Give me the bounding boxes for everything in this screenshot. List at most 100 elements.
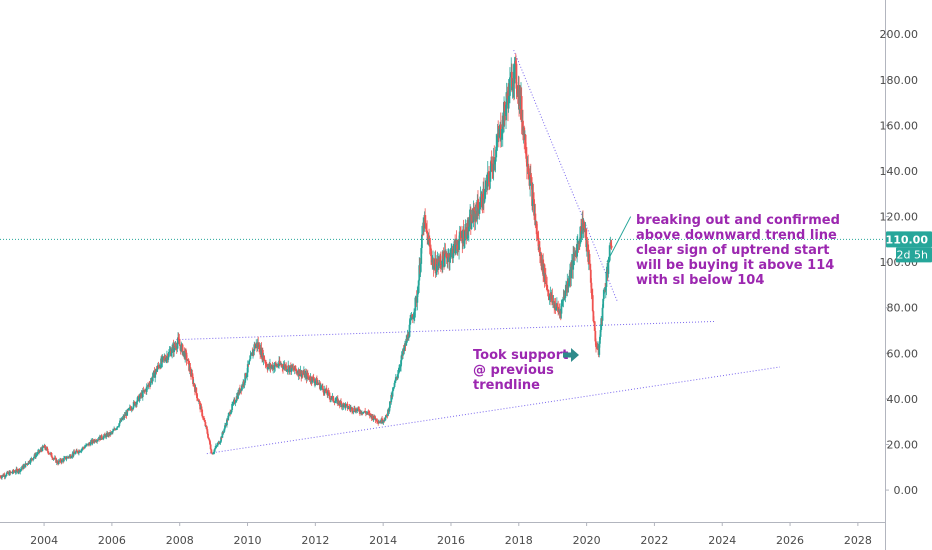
candle-body bbox=[540, 253, 543, 266]
candle-body bbox=[193, 383, 196, 387]
x-tick-label: 2018 bbox=[505, 534, 533, 547]
candle-body bbox=[244, 373, 247, 383]
candle-body bbox=[332, 396, 335, 401]
candle-body bbox=[235, 400, 237, 403]
candle-body bbox=[343, 403, 346, 405]
candle-body bbox=[111, 430, 114, 433]
candle-body bbox=[340, 401, 342, 403]
countdown-label: 2d 5h bbox=[897, 248, 928, 261]
candle-body bbox=[17, 471, 20, 473]
candle-body bbox=[561, 300, 563, 304]
candle-body bbox=[479, 207, 481, 210]
candle-body bbox=[73, 451, 76, 454]
candle-body bbox=[216, 443, 219, 446]
candle-body bbox=[536, 234, 539, 236]
candle-body bbox=[237, 392, 239, 399]
candle-body bbox=[115, 428, 117, 430]
candle-body bbox=[4, 476, 7, 478]
candle-body bbox=[218, 441, 220, 444]
candle-body bbox=[570, 266, 573, 279]
candle-body bbox=[418, 265, 421, 281]
trendline-3[interactable] bbox=[513, 49, 618, 302]
candle-body bbox=[388, 407, 391, 412]
support-annotation-line-2: @ previous bbox=[473, 363, 554, 378]
y-tick-label: 180.00 bbox=[880, 74, 919, 87]
candle-body bbox=[465, 238, 468, 239]
candle-body bbox=[400, 360, 402, 367]
candle-body bbox=[372, 415, 374, 420]
candle-body bbox=[472, 207, 475, 223]
candle-body bbox=[413, 315, 415, 317]
x-tick-label: 2026 bbox=[776, 534, 804, 547]
candle-body bbox=[392, 388, 395, 391]
candle-body bbox=[298, 369, 301, 376]
candle-body bbox=[195, 387, 198, 394]
candle-body bbox=[342, 403, 345, 407]
candle-body bbox=[598, 343, 601, 355]
candle-body bbox=[178, 339, 181, 345]
candle-body bbox=[16, 469, 19, 473]
candle-body bbox=[176, 343, 179, 349]
candle-body bbox=[385, 414, 388, 416]
candle-body bbox=[12, 470, 15, 472]
candle-body bbox=[534, 213, 537, 225]
candle-body bbox=[64, 456, 67, 460]
candle-body bbox=[181, 344, 184, 355]
candle-body bbox=[248, 359, 251, 362]
candle-body bbox=[141, 390, 144, 397]
candle-body bbox=[126, 409, 129, 416]
candle-body bbox=[503, 101, 505, 127]
candle-body bbox=[445, 253, 448, 259]
candle-body bbox=[88, 443, 91, 444]
candle-body bbox=[583, 223, 586, 228]
candle-body bbox=[414, 297, 417, 311]
candle-body bbox=[29, 458, 32, 463]
candle-body bbox=[102, 438, 104, 440]
candle-body bbox=[117, 425, 120, 427]
candle-body bbox=[487, 172, 490, 174]
y-tick-label: 200.00 bbox=[880, 28, 919, 41]
candle-body bbox=[117, 426, 119, 428]
trendline-2[interactable] bbox=[206, 366, 780, 455]
candle-body bbox=[510, 71, 513, 91]
candle-body bbox=[585, 229, 588, 248]
candle-body bbox=[459, 231, 462, 233]
candle-body bbox=[203, 420, 206, 423]
candle-body bbox=[219, 441, 222, 443]
x-axis[interactable]: 2004 2006 2008 2010 2012 2014 2016 2018 2020 2022… bbox=[30, 522, 872, 547]
candle-body bbox=[592, 311, 595, 322]
candles-layer bbox=[0, 53, 613, 480]
candle-body bbox=[295, 370, 297, 371]
candle-body bbox=[391, 390, 394, 397]
candle-body bbox=[104, 434, 106, 436]
candle-body bbox=[386, 415, 389, 417]
y-tick-label: 120.00 bbox=[880, 211, 919, 224]
trendline-1[interactable] bbox=[176, 320, 716, 341]
candle-body bbox=[573, 252, 576, 256]
candle-body bbox=[196, 397, 199, 400]
candle-body bbox=[246, 364, 249, 373]
candle-body bbox=[220, 437, 222, 442]
candle-body bbox=[507, 83, 510, 109]
candle-body bbox=[484, 189, 487, 199]
candle-body bbox=[505, 93, 508, 105]
candle-body bbox=[4, 475, 7, 477]
candle-body bbox=[319, 386, 322, 390]
candle-body bbox=[270, 366, 273, 368]
y-tick-label: 40.00 bbox=[887, 393, 919, 406]
candle-body bbox=[562, 296, 565, 301]
candle-body bbox=[533, 199, 535, 216]
candle-body bbox=[509, 77, 511, 96]
candle-body bbox=[396, 377, 399, 378]
candle-body bbox=[525, 158, 528, 167]
candle-body bbox=[184, 350, 187, 353]
candle-body bbox=[591, 293, 593, 296]
candle-body bbox=[274, 363, 277, 367]
candle-body bbox=[403, 347, 406, 352]
candle-body bbox=[247, 364, 250, 365]
candle-body bbox=[160, 358, 162, 368]
candle-body bbox=[290, 365, 293, 372]
candle-body bbox=[412, 316, 415, 320]
candle-body bbox=[601, 307, 604, 321]
